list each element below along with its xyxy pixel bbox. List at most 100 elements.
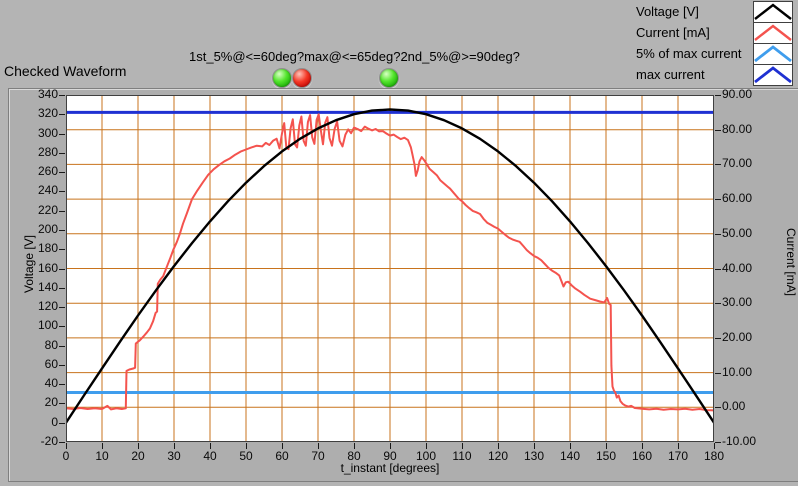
led-2nd-5pct: [379, 68, 399, 88]
y-left-tick-mark: [59, 422, 65, 424]
y-right-tick-mark: [715, 268, 721, 270]
x-tick-label: 140: [559, 449, 581, 463]
x-tick-label: 20: [131, 449, 145, 463]
y-left-tick-mark: [59, 384, 65, 386]
x-tick-mark: [426, 443, 427, 449]
y-left-tick-label: -20: [40, 434, 58, 448]
x-tick-mark: [498, 443, 499, 449]
y-right-tick-mark: [715, 233, 721, 235]
y-right-tick-mark: [715, 199, 721, 201]
max-line-icon: [754, 66, 792, 84]
current-line-swatch[interactable]: [753, 22, 793, 44]
x-tick-mark: [174, 443, 175, 449]
x-tick-mark: [606, 443, 607, 449]
y-left-tick-label: 340: [37, 87, 58, 101]
x-tick-mark: [570, 443, 571, 449]
y-left-tick-mark: [59, 133, 65, 135]
condition-question-label: 1st_5%@<=60deg?max@<=65deg?2nd_5%@>=90de…: [189, 49, 520, 64]
y-left-tick-label: 320: [37, 106, 58, 121]
y-left-tick-mark: [59, 268, 65, 270]
x-tick-label: 100: [415, 449, 437, 463]
x-tick-label: 180: [703, 449, 725, 463]
y-right-tick-label: 40.00: [722, 260, 753, 275]
x-tick-mark: [390, 443, 391, 449]
x-tick-mark: [138, 443, 139, 449]
x-tick-mark: [678, 443, 679, 449]
y-left-tick-mark: [59, 152, 65, 154]
x-tick-mark: [534, 443, 535, 449]
x-tick-label: 60: [275, 449, 289, 463]
y-left-tick-label: 20: [44, 395, 58, 410]
y-left-tick-mark: [59, 249, 65, 251]
x-tick-label: 30: [167, 449, 181, 463]
y-right-tick-label: -10.00: [722, 434, 757, 448]
current-curve: [66, 113, 714, 412]
led-1st-5pct: [272, 68, 292, 88]
y-right-tick-mark: [715, 337, 721, 339]
waveform-plot-area: [66, 95, 714, 442]
x-tick-label: 0: [62, 449, 70, 463]
y-left-tick-label: 80: [44, 337, 58, 352]
x-tick-label: 110: [452, 449, 472, 463]
y-right-tick-mark: [715, 372, 721, 374]
y-left-tick-label: 220: [37, 202, 58, 217]
y-left-tick-mark: [59, 287, 65, 289]
x-tick-label: 150: [595, 449, 617, 463]
x-axis-title: t_instant [degrees]: [340, 461, 440, 475]
y-right-tick-label: 80.00: [722, 121, 753, 136]
x-tick-mark: [642, 443, 643, 449]
y-left-tick-label: 200: [37, 221, 58, 236]
plot-frame: [66, 95, 714, 442]
y-left-tick-label: 240: [37, 183, 58, 198]
x-tick-mark: [210, 443, 211, 449]
y-left-tick-label: 280: [37, 144, 58, 159]
y-right-tick-mark: [715, 164, 721, 166]
x-tick-label: 160: [631, 449, 653, 463]
y-right-tick-label: 10.00: [722, 364, 753, 379]
voltage-line-icon: [754, 3, 792, 20]
y-right-tick-label: 30.00: [722, 295, 753, 310]
y-left-tick-mark: [59, 442, 65, 443]
legend-item-max-current[interactable]: max current: [630, 64, 798, 86]
x-tick-mark: [102, 443, 103, 449]
max-line-swatch[interactable]: [753, 64, 793, 86]
legend-label: 5% of max current: [636, 46, 742, 61]
voltage-line-swatch[interactable]: [753, 1, 793, 23]
y-right-tick-label: 20.00: [722, 329, 753, 344]
5pct-line-swatch[interactable]: [753, 43, 793, 65]
y-left-tick-mark: [59, 345, 65, 347]
y-left-tick-label: 140: [37, 279, 58, 294]
y-left-axis-title: Voltage [V]: [22, 234, 36, 294]
y-left-tick-mark: [59, 95, 65, 96]
y-left-tick-label: 0: [51, 414, 58, 429]
x-tick-mark: [282, 443, 283, 449]
x-tick-label: 80: [347, 449, 361, 463]
x-tick-mark: [462, 443, 463, 449]
legend-label: Current [mA]: [636, 25, 710, 40]
x-tick-label: 40: [203, 449, 217, 463]
y-left-tick-mark: [59, 172, 65, 174]
y-left-tick-label: 160: [37, 260, 58, 275]
y-right-tick-mark: [715, 407, 721, 409]
y-right-tick-label: 70.00: [722, 156, 753, 171]
legend-item-current[interactable]: Current [mA]: [630, 22, 798, 44]
x-tick-label: 120: [487, 449, 509, 463]
voltage-curve: [66, 108, 714, 424]
y-left-tick-mark: [59, 403, 65, 405]
y-right-tick-label: 90.00: [722, 87, 753, 101]
x-tick-label: 170: [667, 449, 689, 463]
y-left-tick-mark: [59, 326, 65, 328]
current-line-icon: [754, 24, 792, 41]
legend-label: max current: [636, 67, 705, 82]
y-right-tick-label: 60.00: [722, 191, 753, 206]
x-tick-mark: [354, 443, 355, 449]
legend-item-5pct-max-current[interactable]: 5% of max current: [630, 43, 798, 65]
y-left-tick-label: 180: [37, 241, 58, 256]
5pct-line-icon: [754, 45, 792, 63]
y-right-tick-mark: [715, 442, 721, 443]
x-tick-mark: [66, 443, 67, 449]
legend-item-voltage[interactable]: Voltage [V]: [630, 1, 798, 23]
y-left-tick-mark: [59, 210, 65, 212]
y-left-tick-label: 40: [44, 376, 58, 391]
